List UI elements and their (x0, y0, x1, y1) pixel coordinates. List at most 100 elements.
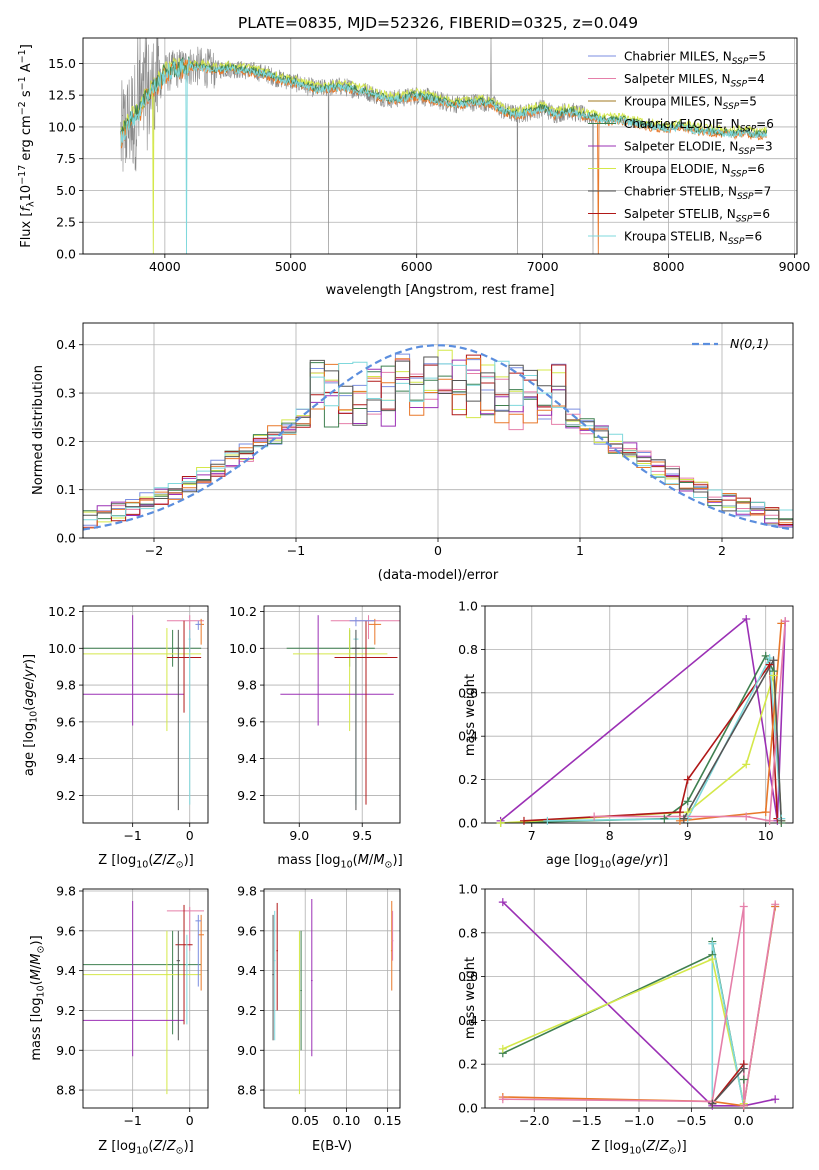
y-tick-label: 10.2 (229, 604, 257, 619)
weight-age-marker (675, 808, 684, 817)
y-tick-label: 9.0 (56, 1043, 76, 1058)
normal-distribution-curve (83, 344, 791, 531)
x-axis-label: age [log10(age/yr)] (546, 853, 668, 871)
y-tick-label: 0.4 (458, 729, 478, 744)
x-axis-label: wavelength [Angstrom, rest frame] (326, 283, 555, 298)
y-tick-label: 9.6 (237, 923, 257, 938)
weight-age-marker (761, 808, 770, 817)
y-tick-label: 0.4 (56, 337, 76, 352)
weight-z-marker (708, 1099, 717, 1108)
y-tick-label: 9.6 (56, 923, 76, 938)
y-tick-label: 8.8 (237, 1083, 257, 1098)
y-tick-label: 10.0 (48, 119, 76, 134)
legend-entry: Kroupa MILES, NSSP=5 (624, 95, 757, 113)
plot-area (120, 38, 768, 254)
y-tick-label: 0.6 (458, 685, 478, 700)
y-tick-label: 9.4 (56, 751, 76, 766)
weight-z-line-chabrier_stelib (711, 1068, 745, 1105)
legend-entry: Chabrier ELODIE, NSSP=6 (624, 117, 774, 135)
y-axis-label: mass weight (463, 674, 478, 756)
y-tick-label: 0.2 (458, 1057, 478, 1072)
axes-frame (263, 888, 401, 1109)
x-tick-label: 9.0 (289, 828, 309, 843)
axes-frame (484, 605, 794, 824)
x-tick-label: 10 (758, 828, 774, 843)
axes-frame (82, 37, 798, 255)
y-tick-label: 9.4 (237, 963, 257, 978)
y-tick-label: 5.0 (56, 183, 76, 198)
x-tick-label: 5000 (275, 259, 307, 274)
y-axis-label: mass weight (463, 957, 478, 1039)
y-tick-label: 8.8 (56, 1083, 76, 1098)
y-tick-label: 9.8 (237, 883, 257, 898)
y-tick-label: 0.6 (458, 969, 478, 984)
weight-z-marker (498, 1095, 507, 1104)
x-tick-label: 0 (186, 1113, 194, 1128)
x-tick-label: 0.10 (333, 1113, 361, 1128)
y-tick-label: 0.8 (458, 642, 478, 657)
x-tick-label: 0 (434, 543, 442, 558)
weight-age-line-salpeter_miles (594, 621, 786, 822)
plot-area (83, 615, 205, 811)
weight-z-marker (771, 1095, 780, 1104)
x-tick-label: −1.0 (624, 1113, 654, 1128)
axes-age_vs_mass: 9.0 9.5 9.2 9.4 9.6 9.8 10.0 10.2 mass [log10(M/… (229, 604, 403, 870)
x-tick-label: 2 (718, 543, 726, 558)
y-tick-label: 9.4 (56, 963, 76, 978)
y-tick-label: 0.1 (56, 482, 76, 497)
weight-age-marker (742, 812, 751, 821)
y-tick-label: 9.2 (237, 1003, 257, 1018)
grid (485, 888, 793, 1109)
weight-age-marker (769, 656, 778, 665)
y-tick-label: 7.5 (56, 151, 76, 166)
residual-histogram-salpeter_elodie (83, 359, 793, 529)
y-tick-label: 0.2 (458, 772, 478, 787)
weight-age-marker (590, 812, 599, 821)
weight-age-marker (769, 671, 778, 680)
y-tick-label: 9.8 (56, 883, 76, 898)
grid (264, 889, 400, 1108)
x-tick-label: 9 (684, 828, 692, 843)
weight-z-marker (708, 955, 717, 964)
legend-entry: Salpeter MILES, NSSP=4 (624, 72, 765, 90)
weight-z-line-chabrier_elodie (502, 941, 745, 1106)
x-tick-label: 8000 (653, 259, 685, 274)
y-tick-label: 0.3 (56, 386, 76, 401)
axes-frame (82, 888, 209, 1109)
weight-age-marker (765, 816, 774, 825)
x-axis-label: E(B-V) (312, 1139, 352, 1154)
x-tick-label: −0.5 (676, 1113, 706, 1128)
y-axis-label: age [log10(age/yr)] (22, 654, 40, 776)
weight-z-line-kroupa_elodie (502, 957, 745, 1104)
axes-mass_vs_ebv: 0.05 0.10 0.15 8.8 9.0 9.2 9.4 9.6 9.8 E(B-V) (237, 883, 401, 1154)
y-tick-label: 2.5 (56, 215, 76, 230)
x-tick-label: 4000 (149, 259, 181, 274)
axes-spectrum: 4000 5000 6000 7000 8000 9000 0.0 2.5 5.0 7.5 10.0… (17, 37, 810, 298)
x-tick-label: 0 (186, 828, 194, 843)
y-tick-label: 9.6 (56, 714, 76, 729)
axes-age_vs_z: −1 0 9.2 9.4 9.6 9.8 10.0 10.2 Z [log10(Z/Z⊙)] ag… (22, 604, 209, 871)
x-tick-label: −2.0 (519, 1113, 549, 1128)
y-tick-label: 10.0 (48, 641, 76, 656)
x-tick-label: 0.15 (374, 1113, 402, 1128)
model-spectrum-kroupa_elodie (120, 57, 767, 254)
model-spectrum-kroupa_stelib (120, 58, 768, 254)
weight-age-marker (543, 816, 552, 825)
y-tick-label: 0.0 (458, 1101, 478, 1116)
legend-entry: Kroupa ELODIE, NSSP=6 (624, 162, 765, 180)
x-tick-label: 0.05 (291, 1113, 319, 1128)
weight-age-marker (660, 814, 669, 823)
y-tick-label: 9.8 (237, 678, 257, 693)
x-axis-label: (data-model)/error (378, 568, 499, 583)
x-axis-label: Z [log10(Z/Z⊙)] (98, 853, 193, 871)
x-tick-label: −1 (123, 828, 141, 843)
grid (485, 605, 793, 824)
y-tick-label: 0.0 (56, 247, 76, 262)
legend-entry: Chabrier MILES, NSSP=5 (624, 50, 766, 68)
plot-area (83, 344, 793, 531)
y-tick-label: 9.6 (237, 714, 257, 729)
weight-z-marker (498, 1044, 507, 1053)
y-tick-label: 0.0 (56, 531, 76, 546)
y-tick-label: 0.8 (458, 925, 478, 940)
plot-area (272, 898, 394, 1095)
